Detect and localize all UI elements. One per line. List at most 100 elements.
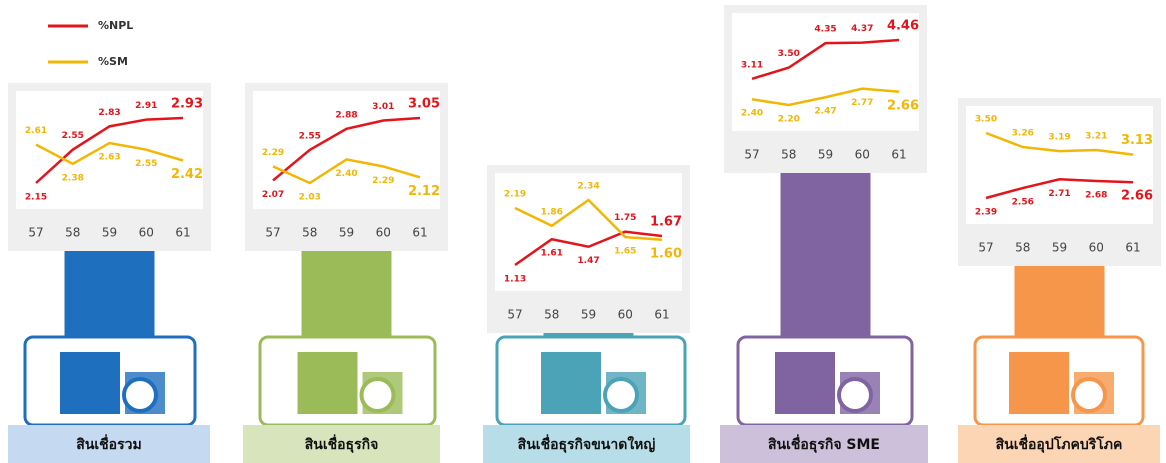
value-label: 2.12 — [408, 184, 440, 199]
x-tick-label: 61 — [412, 226, 427, 240]
icon-coin — [837, 377, 873, 413]
line — [985, 178, 1134, 200]
value-label: 2.55 — [299, 131, 321, 141]
value-label: 2.29 — [372, 176, 394, 186]
pillar — [780, 173, 871, 340]
value-label: 2.20 — [778, 115, 800, 125]
x-tick-label: 61 — [654, 308, 669, 322]
icon-shape — [1009, 352, 1069, 414]
x-tick-label: 60 — [1089, 241, 1104, 255]
value-label: 1.86 — [541, 207, 563, 217]
value-label: 2.38 — [62, 173, 84, 183]
x-tick-label: 57 — [978, 241, 993, 255]
icon-shape — [297, 352, 358, 414]
value-label: 3.50 — [778, 49, 800, 59]
value-label: 2.47 — [814, 107, 836, 117]
line — [272, 158, 421, 185]
legend-label: %SM — [98, 55, 128, 68]
value-label: 2.68 — [1085, 191, 1107, 201]
segment-label: สินเชื่อธุรกิจขนาดใหญ่ — [517, 434, 655, 453]
value-label: 2.39 — [975, 208, 997, 218]
x-tick-label: 61 — [891, 148, 906, 162]
value-label: 3.01 — [372, 102, 394, 112]
x-tick-label: 59 — [581, 308, 596, 322]
value-label: 4.37 — [851, 24, 873, 34]
x-tick-label: 60 — [139, 226, 154, 240]
value-label: 3.19 — [1048, 133, 1070, 143]
value-label: 2.61 — [25, 126, 47, 136]
value-label: 2.55 — [62, 131, 84, 141]
value-label: 1.13 — [504, 275, 526, 285]
line — [272, 116, 421, 182]
value-label: 2.71 — [1048, 189, 1070, 199]
value-label: 3.11 — [741, 60, 763, 70]
value-label: 2.07 — [262, 190, 284, 200]
line — [751, 38, 900, 81]
pillar — [1014, 266, 1105, 340]
x-tick-label: 59 — [818, 148, 833, 162]
plot-area — [966, 106, 1153, 224]
x-tick-label: 59 — [102, 226, 117, 240]
value-label: 2.93 — [171, 97, 203, 112]
value-label: 2.83 — [98, 108, 120, 118]
x-tick-label: 60 — [376, 226, 391, 240]
segment-label: สินเชื่ออุปโภคบริโภค — [995, 434, 1122, 453]
segment-label: สินเชื่อธุรกิจ — [304, 434, 378, 453]
x-tick-label: 59 — [1052, 241, 1067, 255]
value-label: 1.65 — [614, 247, 636, 257]
line — [751, 87, 900, 107]
label-band — [958, 425, 1160, 463]
icon-coin — [359, 377, 396, 413]
x-tick-label: 57 — [507, 308, 522, 322]
plot-area — [732, 13, 919, 131]
label-band — [483, 425, 690, 463]
plot-area — [495, 173, 682, 291]
icon-shape — [541, 352, 601, 414]
value-label: 2.42 — [171, 167, 203, 182]
value-label: 2.66 — [1121, 189, 1153, 204]
value-label: 2.19 — [504, 190, 526, 200]
x-tick-label: 58 — [781, 148, 796, 162]
icon-shape — [60, 352, 120, 414]
label-band — [243, 425, 440, 463]
pillar — [64, 251, 155, 340]
value-label: 4.35 — [814, 25, 836, 35]
label-band — [720, 425, 928, 463]
x-tick-label: 59 — [339, 226, 354, 240]
plot-area — [253, 91, 440, 209]
label-band — [8, 425, 210, 463]
value-label: 3.26 — [1012, 129, 1034, 139]
value-label: 3.21 — [1085, 131, 1107, 141]
value-label: 2.15 — [25, 193, 47, 203]
x-tick-label: 60 — [855, 148, 870, 162]
value-label: 2.34 — [577, 182, 599, 192]
segment-label: สินเชื่อธุรกิจ SME — [768, 434, 880, 453]
value-label: 2.29 — [262, 148, 284, 158]
value-label: 2.40 — [335, 169, 357, 179]
line — [514, 230, 663, 267]
x-tick-label: 58 — [65, 226, 80, 240]
line — [35, 141, 184, 166]
icon-coin — [603, 377, 639, 413]
value-label: 2.56 — [1012, 198, 1034, 208]
line — [985, 131, 1134, 156]
line — [35, 116, 184, 184]
value-label: 2.91 — [135, 101, 157, 111]
value-label: 3.13 — [1121, 133, 1153, 148]
pillar — [301, 251, 392, 340]
value-label: 1.61 — [541, 249, 563, 259]
value-label: 4.46 — [887, 19, 919, 34]
x-tick-label: 58 — [544, 308, 559, 322]
x-tick-label: 58 — [302, 226, 317, 240]
x-tick-label: 57 — [744, 148, 759, 162]
value-label: 1.47 — [577, 256, 599, 266]
value-label: 2.66 — [887, 98, 919, 113]
value-label: 2.88 — [335, 110, 357, 120]
legend-label: %NPL — [98, 19, 133, 32]
value-label: 2.77 — [851, 98, 873, 108]
value-label: 1.67 — [650, 214, 682, 229]
value-label: 2.55 — [135, 159, 157, 169]
x-tick-label: 58 — [1015, 241, 1030, 255]
icon-shape — [775, 352, 835, 414]
